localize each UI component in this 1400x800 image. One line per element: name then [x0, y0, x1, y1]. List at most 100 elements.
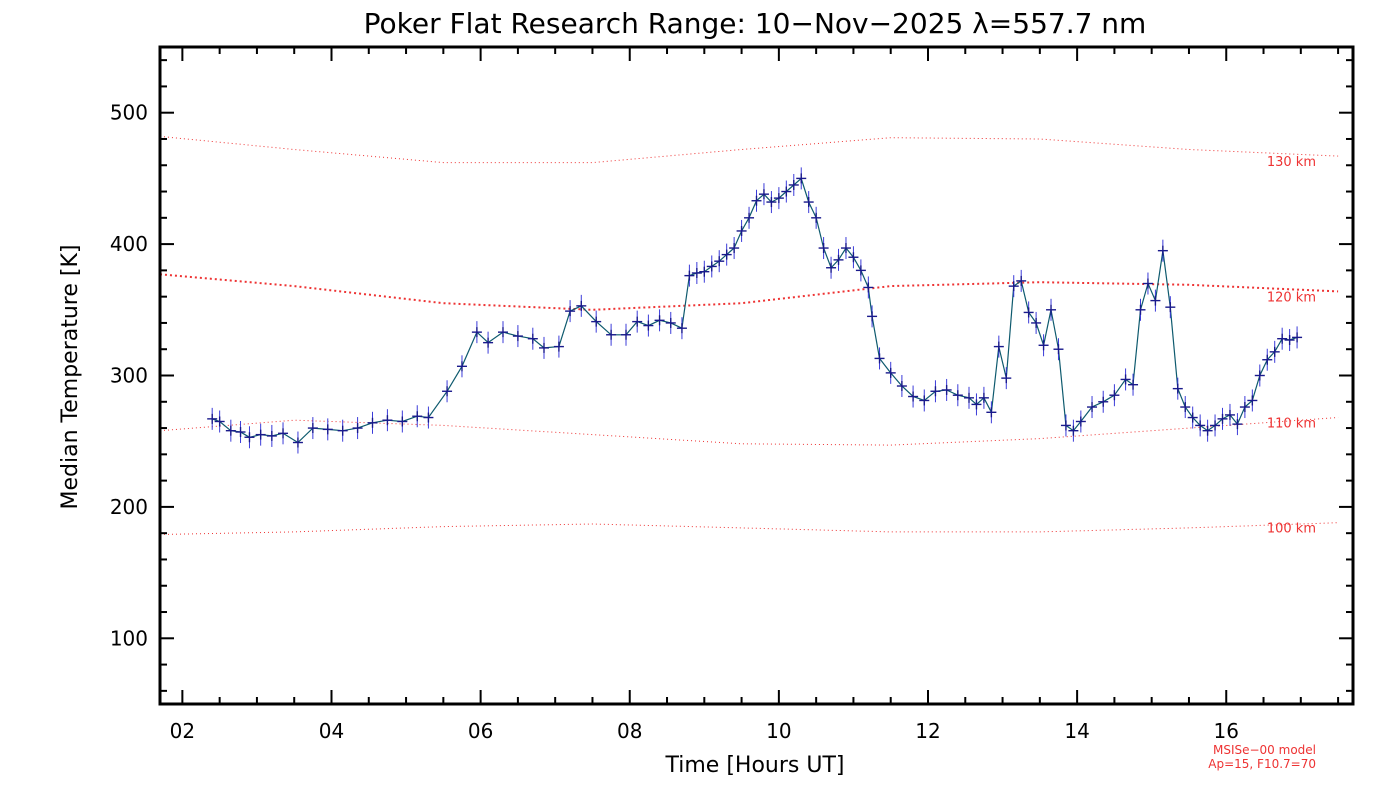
- x-tick-label: 14: [1064, 719, 1089, 743]
- data-point: [591, 310, 602, 333]
- data-point: [941, 378, 952, 401]
- data-point: [266, 424, 277, 447]
- data-point: [971, 393, 982, 416]
- data-point: [1247, 389, 1258, 412]
- data-point: [818, 237, 829, 260]
- data-point: [1210, 414, 1221, 437]
- data-point: [214, 410, 225, 433]
- data-point: [676, 317, 687, 340]
- chart-title: Poker Flat Research Range: 10−Nov−2025 λ…: [364, 7, 1147, 40]
- data-point: [565, 300, 576, 323]
- data-point: [322, 418, 333, 441]
- data-point: [1031, 311, 1042, 334]
- x-tick-label: 10: [766, 719, 791, 743]
- data-point: [207, 407, 218, 430]
- data-point: [1060, 414, 1071, 437]
- data-point: [244, 426, 255, 449]
- x-tick-label: 06: [468, 719, 493, 743]
- data-point: [863, 276, 874, 299]
- data-point: [1180, 396, 1191, 419]
- data-point: [1195, 414, 1206, 437]
- data-point: [758, 183, 769, 206]
- data-point: [1023, 301, 1034, 324]
- data-point: [684, 264, 695, 287]
- data-point: [811, 206, 822, 229]
- data-point: [1053, 338, 1064, 361]
- data-point: [292, 431, 303, 454]
- data-point: [352, 417, 363, 440]
- data-point: [1016, 269, 1027, 292]
- x-tick-label: 16: [1214, 719, 1239, 743]
- x-tick-label: 12: [915, 719, 940, 743]
- data-point: [1098, 390, 1109, 413]
- data-point: [442, 380, 453, 403]
- altitude-labels: 130 km 120 km 110 km 100 km: [1267, 155, 1316, 537]
- altitude-label: 120 km: [1267, 290, 1316, 305]
- data-point: [964, 386, 975, 409]
- data-point: [952, 384, 963, 407]
- data-point: [654, 309, 665, 332]
- data-point: [729, 237, 740, 260]
- y-tick-label: 500: [110, 101, 148, 125]
- data-point: [930, 380, 941, 403]
- x-tick-label: 08: [617, 719, 642, 743]
- altitude-label: 110 km: [1267, 417, 1316, 432]
- data-point: [781, 180, 792, 203]
- data-point: [497, 321, 508, 344]
- data-point: [1239, 396, 1250, 419]
- model-note: MSISe−00 model: [1213, 743, 1316, 757]
- data-point: [665, 311, 676, 334]
- y-tick-label: 300: [110, 364, 148, 388]
- data-point: [1165, 296, 1176, 319]
- data-point: [606, 323, 617, 346]
- data-point: [1135, 298, 1146, 321]
- data-point: [1292, 326, 1303, 349]
- data-point: [538, 336, 549, 359]
- data-point: [1157, 239, 1168, 262]
- data-point: [796, 167, 807, 190]
- data-point: [840, 237, 851, 260]
- data-point: [874, 347, 885, 370]
- data-point: [1142, 272, 1153, 295]
- data-point: [307, 417, 318, 440]
- data-point: [412, 405, 423, 428]
- data-point: [1202, 419, 1213, 442]
- data-point: [714, 250, 725, 273]
- x-tick-label: 02: [170, 719, 195, 743]
- data-point: [1232, 413, 1243, 436]
- reference-curve-100-km: [159, 522, 1339, 535]
- data-point: [896, 375, 907, 398]
- y-axis: 100 200 300 400 500: [110, 59, 1353, 692]
- model-params-note: Ap=15, F10.7=70: [1208, 757, 1316, 771]
- data-point: [1269, 340, 1280, 363]
- data-point: [1172, 377, 1183, 400]
- data-point: [691, 262, 702, 285]
- y-axis-label: Median Temperature [K]: [58, 245, 83, 510]
- data-point: [766, 191, 777, 214]
- data-point: [751, 189, 762, 212]
- data-point: [736, 219, 747, 242]
- data-point: [1217, 407, 1228, 430]
- altitude-label: 100 km: [1267, 522, 1316, 537]
- data-point: [367, 411, 378, 434]
- data-point: [397, 410, 408, 433]
- data-point: [527, 327, 538, 350]
- data-point: [721, 243, 732, 266]
- data-point: [456, 355, 467, 378]
- data-point: [1046, 298, 1057, 321]
- data-point: [1284, 329, 1295, 352]
- data-point: [848, 246, 859, 269]
- data-point: [1120, 368, 1131, 391]
- x-axis-label: Time [Hours UT]: [665, 753, 845, 778]
- data-point: [867, 305, 878, 328]
- plot-frame: [158, 45, 1355, 706]
- reference-curve-110-km: [159, 417, 1339, 446]
- reference-curve-130-km: [159, 135, 1339, 164]
- data-point: [621, 323, 632, 346]
- y-tick-label: 200: [110, 495, 148, 519]
- data-point: [919, 389, 930, 412]
- data-point: [235, 421, 246, 444]
- data-point: [855, 259, 866, 282]
- data-point: [382, 409, 393, 432]
- data-point: [483, 331, 494, 354]
